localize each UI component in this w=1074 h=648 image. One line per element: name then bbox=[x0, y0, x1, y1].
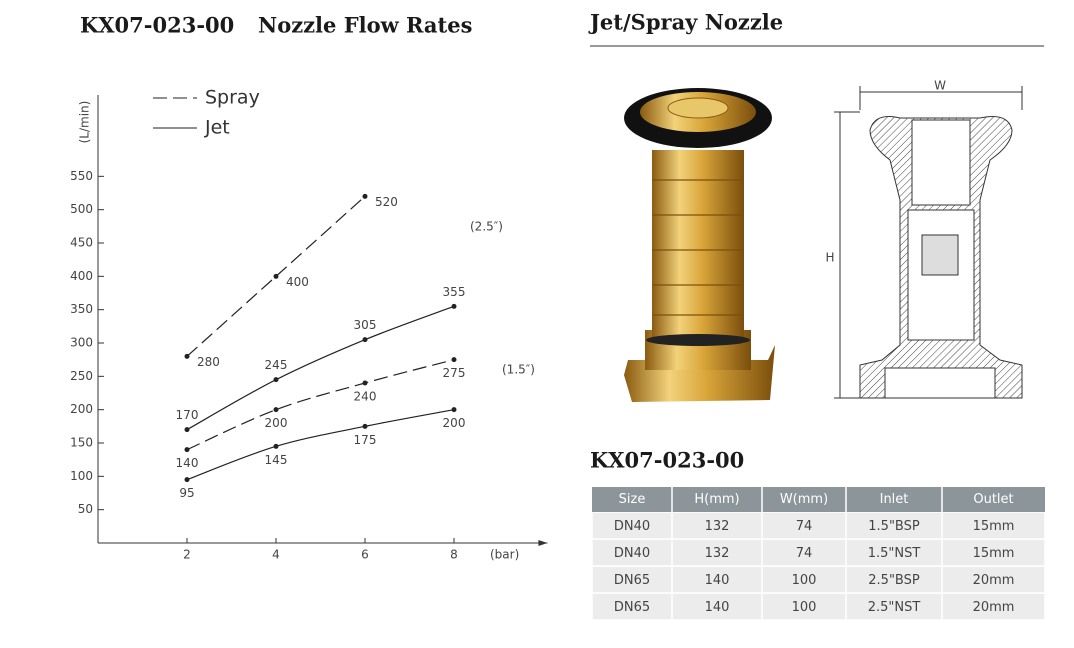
product-title: Jet/Spray Nozzle bbox=[588, 10, 783, 35]
x-tick-label: 2 bbox=[183, 548, 191, 562]
table-cell: DN40 bbox=[614, 519, 650, 534]
data-point bbox=[184, 427, 190, 433]
data-point bbox=[451, 303, 457, 309]
data-label: 275 bbox=[443, 366, 466, 380]
data-point bbox=[273, 443, 279, 449]
y-tick-label: 50 bbox=[78, 502, 93, 516]
x-axis-label: (bar) bbox=[490, 548, 519, 562]
table-cell: DN65 bbox=[614, 600, 650, 615]
table-cell: 2.5"BSP bbox=[868, 573, 920, 588]
series-line bbox=[186, 305, 455, 431]
table-cell: 20mm bbox=[973, 600, 1015, 615]
table-cell: DN65 bbox=[614, 573, 650, 588]
data-label: 145 bbox=[265, 453, 288, 467]
annotation: (2.5″) bbox=[470, 220, 503, 234]
y-tick-label: 150 bbox=[70, 436, 93, 450]
x-tick-label: 6 bbox=[361, 548, 369, 562]
header-code: KX07-023-00 bbox=[80, 13, 234, 38]
spec-table: Size H(mm) W(mm) Inlet Outlet DN40 132 74 1.5"BS… bbox=[591, 487, 1046, 621]
data-label: 305 bbox=[354, 318, 377, 332]
data-point bbox=[273, 377, 279, 383]
x-axis-arrow bbox=[538, 540, 548, 546]
series-line bbox=[186, 409, 455, 481]
data-point bbox=[184, 477, 190, 483]
table-cell: 15mm bbox=[973, 546, 1015, 561]
data-label: 200 bbox=[265, 416, 288, 430]
table-cell: 132 bbox=[705, 519, 730, 534]
x-tick-label: 8 bbox=[450, 548, 458, 562]
data-label: 280 bbox=[197, 355, 220, 369]
data-point bbox=[362, 193, 368, 199]
table-cell: 1.5"NST bbox=[868, 546, 921, 561]
data-label: 240 bbox=[354, 390, 377, 404]
data-label: 245 bbox=[265, 358, 288, 372]
table-cell: 1.5"BSP bbox=[868, 519, 920, 534]
cross-section-drawing bbox=[834, 86, 1023, 399]
y-tick-label: 450 bbox=[70, 236, 93, 250]
column-header: W(mm) bbox=[780, 492, 828, 507]
table-cell: 140 bbox=[705, 600, 730, 615]
data-point bbox=[184, 447, 190, 453]
data-point bbox=[273, 273, 279, 279]
table-cell: 2.5"NST bbox=[868, 600, 921, 615]
table-row bbox=[591, 565, 1046, 594]
table-cell: 15mm bbox=[973, 519, 1015, 534]
table-header bbox=[592, 487, 1045, 512]
data-label: 175 bbox=[354, 433, 377, 447]
nozzle-photo bbox=[624, 88, 775, 402]
y-tick-label: 500 bbox=[70, 202, 93, 216]
data-label: 200 bbox=[443, 416, 466, 430]
data-label: 170 bbox=[176, 408, 199, 422]
y-tick-label: 300 bbox=[70, 336, 93, 350]
column-header: Size bbox=[619, 492, 646, 507]
table-row bbox=[591, 538, 1046, 567]
legend-label: Spray bbox=[205, 87, 260, 109]
header-title: Nozzle Flow Rates bbox=[258, 13, 472, 38]
y-tick-label: 250 bbox=[70, 369, 93, 383]
data-label: 140 bbox=[176, 456, 199, 470]
dimension-label: W bbox=[934, 79, 946, 93]
table-cell: 132 bbox=[705, 546, 730, 561]
data-label: 520 bbox=[375, 195, 398, 209]
table-cell: 20mm bbox=[973, 573, 1015, 588]
dimension-label: H bbox=[825, 251, 834, 265]
series-line bbox=[186, 195, 366, 357]
column-header: H(mm) bbox=[694, 492, 739, 507]
data-point bbox=[451, 407, 457, 413]
y-tick-label: 400 bbox=[70, 269, 93, 283]
data-point bbox=[451, 357, 457, 363]
y-axis-label: (L/min) bbox=[78, 101, 92, 144]
data-label: 355 bbox=[443, 285, 466, 299]
annotation: (1.5″) bbox=[502, 363, 535, 377]
data-point bbox=[184, 353, 190, 359]
y-tick-label: 200 bbox=[70, 402, 93, 416]
data-point bbox=[362, 423, 368, 429]
table-cell: DN40 bbox=[614, 546, 650, 561]
x-tick-label: 4 bbox=[272, 548, 280, 562]
legend-label: Jet bbox=[204, 117, 230, 139]
data-point bbox=[362, 337, 368, 343]
data-label: 400 bbox=[286, 275, 309, 289]
table-cell: 74 bbox=[796, 546, 813, 561]
series-line bbox=[186, 359, 455, 451]
data-point bbox=[273, 407, 279, 413]
table-cell: 140 bbox=[705, 573, 730, 588]
table-row bbox=[591, 511, 1046, 540]
chart: (L/min) (bar) (2.5″) (1.5″) bbox=[78, 101, 535, 562]
data-point bbox=[362, 380, 368, 386]
y-tick-label: 550 bbox=[70, 169, 93, 183]
table-title: KX07-023-00 bbox=[590, 448, 744, 473]
table-row bbox=[591, 592, 1046, 621]
y-tick-label: 100 bbox=[70, 469, 93, 483]
column-header: Inlet bbox=[880, 492, 909, 507]
data-label: 95 bbox=[179, 486, 194, 500]
table-cell: 100 bbox=[792, 573, 817, 588]
table-cell: 100 bbox=[792, 600, 817, 615]
y-tick-label: 350 bbox=[70, 302, 93, 316]
column-header: Outlet bbox=[973, 492, 1013, 507]
table-cell: 74 bbox=[796, 519, 813, 534]
